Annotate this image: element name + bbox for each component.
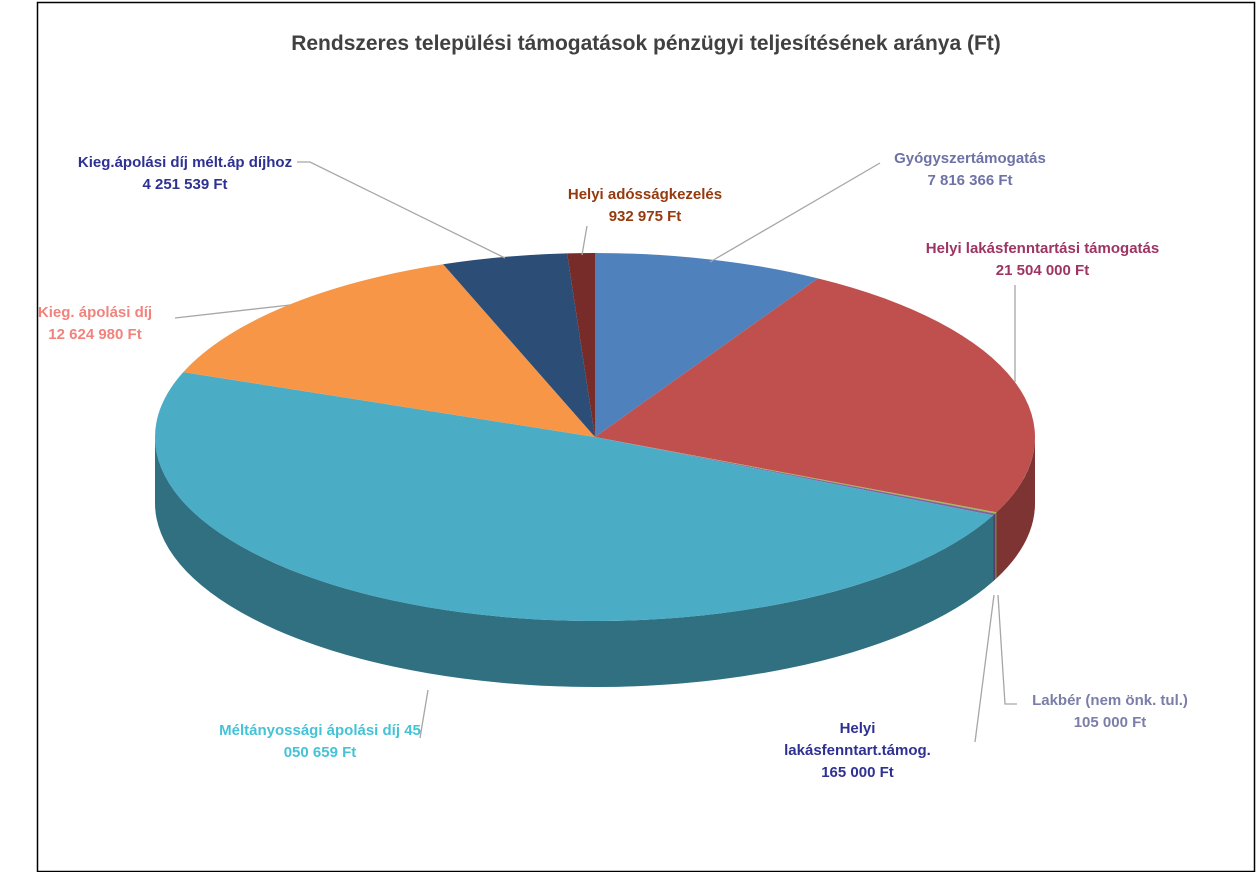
slice-side bbox=[996, 437, 1035, 579]
leader-line bbox=[974, 594, 995, 743]
label-value: 4 251 539 Ft bbox=[142, 176, 228, 193]
slice bbox=[155, 372, 994, 621]
slice-side-shade bbox=[993, 513, 996, 582]
slice-side-shade bbox=[155, 437, 994, 687]
slice-side-shade bbox=[995, 512, 997, 580]
slice bbox=[595, 437, 997, 514]
data-label: Helyi lakásfenntart.támog. 165 000 Ft bbox=[780, 718, 935, 784]
leader-line bbox=[297, 161, 506, 259]
chart-title: Rendszeres települési támogatások pénzüg… bbox=[291, 32, 1001, 55]
label-category: Kieg. ápolási díj bbox=[37, 304, 153, 321]
label-category: Lakbér (nem önk. tul.) bbox=[1032, 692, 1188, 709]
leader-line bbox=[997, 594, 1017, 705]
slice-side bbox=[155, 437, 994, 687]
slice bbox=[595, 278, 1035, 513]
label-category: Méltányossági ápolási díj bbox=[219, 722, 401, 739]
slice bbox=[595, 253, 818, 437]
label-value: 12 624 980 Ft bbox=[48, 326, 142, 343]
leader-line bbox=[709, 162, 881, 263]
slice bbox=[595, 437, 996, 516]
data-label: Méltányossági ápolási díj 45 050 659 Ft bbox=[215, 720, 425, 764]
slice-side bbox=[993, 513, 996, 582]
slice bbox=[567, 253, 595, 437]
label-category: Kieg.ápolási díj mélt.áp díjhoz bbox=[77, 154, 293, 171]
label-value: 165 000 Ft bbox=[821, 764, 894, 781]
data-label: Helyi lakásfenntartási támogatás 21 504 … bbox=[925, 238, 1160, 282]
leader-line bbox=[581, 225, 588, 256]
label-category: Helyi lakásfenntartási támogatás bbox=[925, 240, 1160, 257]
data-label: Lakbér (nem önk. tul.) 105 000 Ft bbox=[1015, 690, 1205, 734]
label-value: 7 816 366 Ft bbox=[927, 172, 1013, 189]
leader-line bbox=[419, 689, 429, 739]
label-value: 105 000 Ft bbox=[1073, 714, 1147, 731]
label-category: Helyi adósságkezelés bbox=[567, 186, 723, 203]
slice-side bbox=[995, 512, 997, 580]
slice bbox=[443, 253, 595, 437]
label-category: Helyi lakásfenntart.támog. bbox=[784, 720, 931, 759]
leader-line bbox=[174, 304, 291, 319]
data-label: Kieg.ápolási díj mélt.áp díjhoz 4 251 53… bbox=[60, 152, 310, 196]
label-value: 932 975 Ft bbox=[608, 208, 682, 225]
label-value: 45 050 659 Ft bbox=[283, 722, 421, 761]
slice-side-shade bbox=[996, 437, 1035, 579]
label-category: Gyógyszertámogatás bbox=[894, 150, 1046, 167]
data-label: Helyi adósságkezelés 932 975 Ft bbox=[530, 184, 760, 228]
data-label: Gyógyszertámogatás 7 816 366 Ft bbox=[860, 148, 1080, 192]
slice bbox=[183, 264, 595, 437]
data-label: Kieg. ápolási díj 12 624 980 Ft bbox=[10, 302, 180, 346]
label-value: 21 504 000 Ft bbox=[995, 262, 1090, 279]
